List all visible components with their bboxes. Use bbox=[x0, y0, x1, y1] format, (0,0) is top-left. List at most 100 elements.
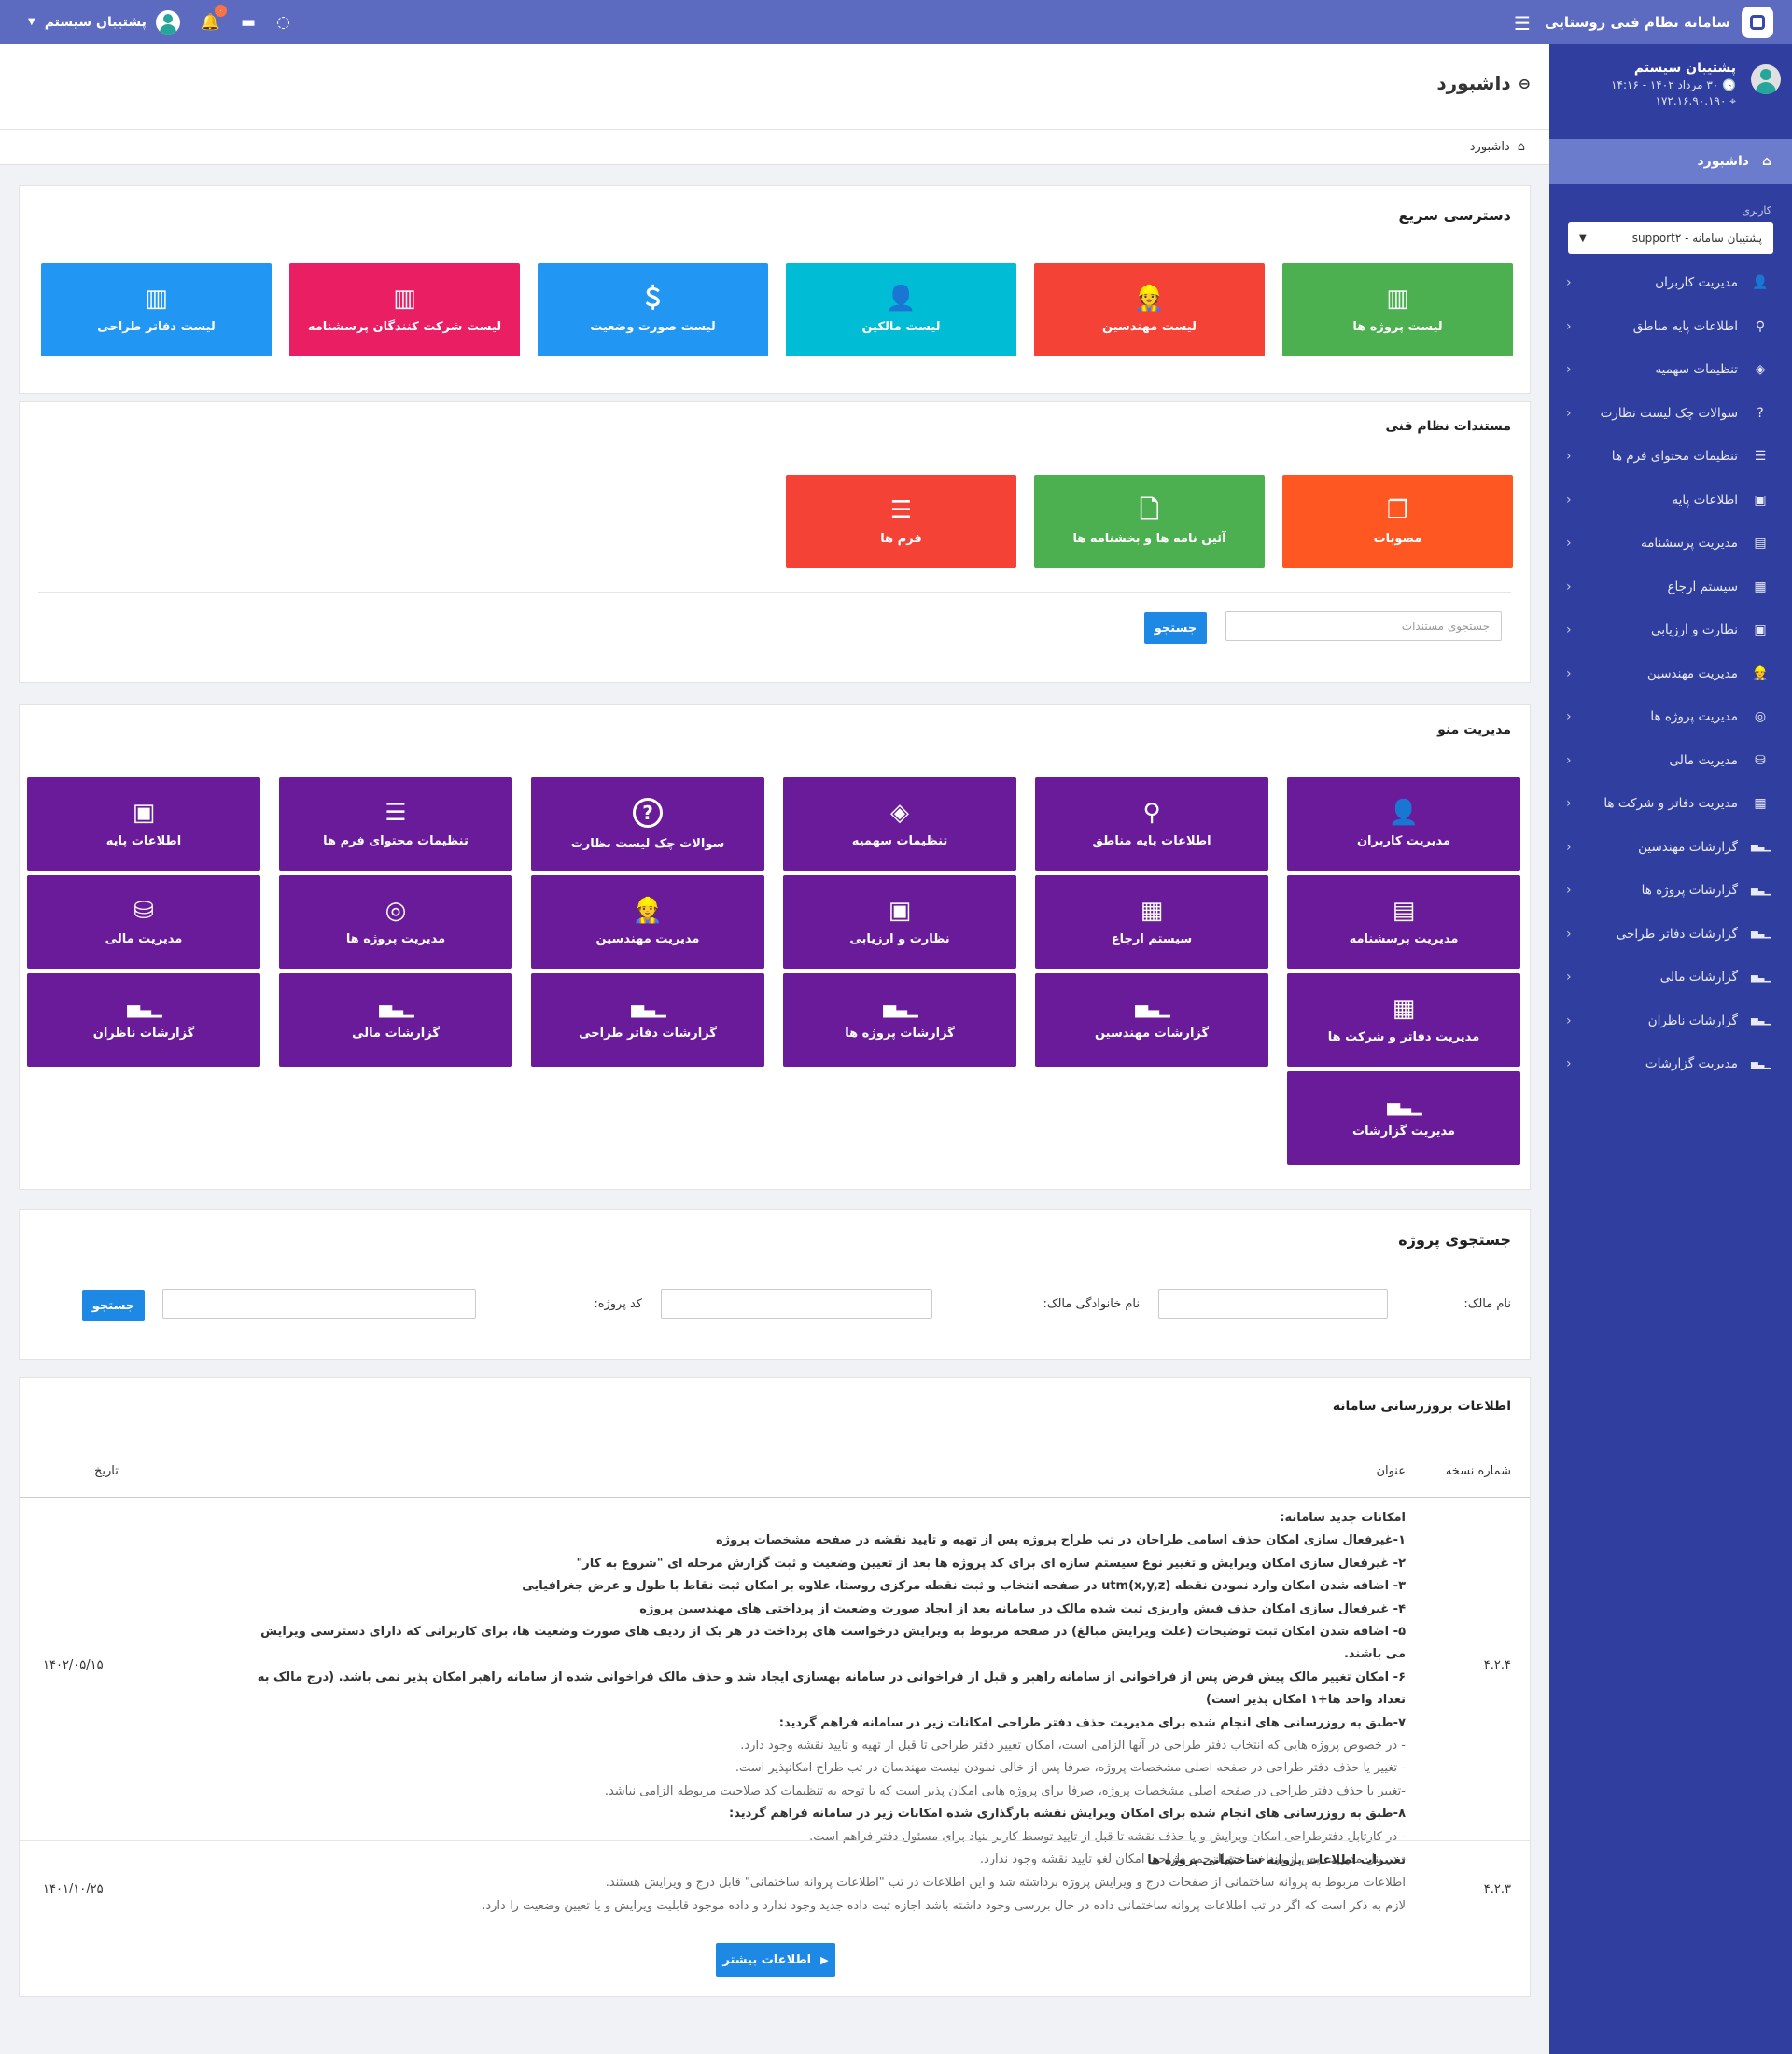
update-note-line: امکانات جدید سامانه: bbox=[1280, 1511, 1406, 1525]
sidebar-item[interactable]: ☰ تنظیمات محتوای فرم ها ‹ bbox=[1549, 435, 1792, 479]
sidebar-item[interactable]: ▁▃▅ گزارشات پروژه ها ‹ bbox=[1549, 869, 1792, 913]
user-icon: 👤 bbox=[886, 284, 917, 313]
sidebar-item[interactable]: ▣ اطلاعات پایه ‹ bbox=[1549, 479, 1792, 523]
project-code-label: کد پروژه: bbox=[594, 1297, 642, 1311]
document-tile[interactable]: ❐ مصوبات bbox=[1282, 475, 1513, 568]
sidebar-item[interactable]: ▁▃▅ گزارشات ناظران ‹ bbox=[1549, 999, 1792, 1043]
app-brand[interactable]: سامانه نظام فنی روستایی bbox=[1545, 0, 1773, 44]
dollar-icon: ＄ bbox=[640, 284, 665, 313]
menu-tile-label: مدیریت پروژه ها bbox=[345, 931, 446, 946]
breadcrumb-item[interactable]: داشبورد bbox=[1469, 140, 1510, 154]
menu-tile[interactable]: 👷 مدیریت مهندسین bbox=[531, 875, 764, 969]
back-arrow-icon[interactable]: ⊖ bbox=[1518, 74, 1531, 92]
sidebar-item[interactable]: ◈ تنظیمات سهمیه ‹ bbox=[1549, 348, 1792, 392]
quick-access-card: دسترسی سریع ▥ لیست پروژه ها 👷 لیست مهندسین 👤… bbox=[19, 185, 1531, 394]
menu-tile[interactable]: ? سوالات چک لیست نظارت bbox=[531, 777, 764, 871]
menu-tile[interactable]: ▦ مدیریت دفاتر و شرکت ها bbox=[1287, 973, 1520, 1067]
bar-chart-icon: ▁▃▅ bbox=[1750, 929, 1771, 940]
update-note-line: ۴- غیرفعال سازی امکان حذف فیش واریزی ثبت… bbox=[639, 1601, 1406, 1616]
home-icon[interactable]: ⌂ bbox=[1517, 140, 1525, 154]
owner-family-input[interactable] bbox=[661, 1289, 932, 1319]
chevron-left-icon: ‹ bbox=[1566, 622, 1572, 638]
quick-access-tile[interactable]: 👷 لیست مهندسین bbox=[1034, 263, 1265, 356]
user-tie-icon: 👤 bbox=[1388, 798, 1420, 827]
project-search-button[interactable]: جستجو bbox=[82, 1290, 145, 1321]
chevron-left-icon: ‹ bbox=[1566, 883, 1572, 899]
sidebar-item[interactable]: ▁▃▅ گزارشات مالی ‹ bbox=[1549, 956, 1792, 999]
menu-tile[interactable]: ☰ تنظیمات محتوای فرم ها bbox=[279, 777, 512, 871]
sidebar-item[interactable]: ◎ مدیریت پروژه ها ‹ bbox=[1549, 695, 1792, 739]
update-notes: تغییرات اطلاعات پروانه ساختمانی پروژه ها… bbox=[248, 1850, 1406, 1918]
quick-access-tile[interactable]: 👤 لیست مالکین bbox=[786, 263, 1016, 356]
menu-tile[interactable]: ◎ مدیریت پروژه ها bbox=[279, 875, 512, 969]
project-code-input[interactable] bbox=[162, 1289, 476, 1319]
user-select-label: کاربری bbox=[1742, 204, 1771, 217]
sidebar-item-label: گزارشات ناظران bbox=[1647, 1013, 1738, 1028]
sidebar-item[interactable]: 👷 مدیریت مهندسین ‹ bbox=[1549, 652, 1792, 696]
notifications-bell-icon[interactable]: 🔔 ۰ bbox=[201, 4, 228, 32]
user-role-select[interactable]: پشتیبان سامانه - support۲ ▼ bbox=[1568, 222, 1773, 254]
menu-tile-label: سیستم ارجاع bbox=[1111, 931, 1193, 946]
sidebar-item[interactable]: ▣ نظارت و ارزیابی ‹ bbox=[1549, 608, 1792, 652]
books-icon: ▥ bbox=[393, 284, 416, 313]
table-header-divider bbox=[20, 1497, 1530, 1498]
sidebar-item[interactable]: ? سوالات چک لیست نظارت ‹ bbox=[1549, 392, 1792, 436]
menu-tile[interactable]: ▁▃▅ گزارشات ناظران bbox=[27, 973, 260, 1067]
sidebar-item[interactable]: ▦ سیستم ارجاع ‹ bbox=[1549, 566, 1792, 609]
menu-tile[interactable]: ⚲ اطلاعات پایه مناطق bbox=[1035, 777, 1268, 871]
location-icon: ⚲ bbox=[1755, 318, 1766, 334]
menu-tile-label: گزارشات پروژه ها bbox=[845, 1026, 955, 1041]
sidebar-item[interactable]: ▤ مدیریت پرسشنامه ‹ bbox=[1549, 522, 1792, 566]
menu-tile-label: مدیریت مهندسین bbox=[595, 931, 700, 946]
question-icon: ? bbox=[633, 797, 663, 828]
menu-tile[interactable]: ▁▃▅ مدیریت گزارشات bbox=[1287, 1071, 1520, 1165]
menu-tile[interactable]: ▁▃▅ گزارشات پروژه ها bbox=[783, 973, 1016, 1067]
menu-tile[interactable]: ▦ سیستم ارجاع bbox=[1035, 875, 1268, 969]
more-info-button[interactable]: ▶ اطلاعات بیشتر bbox=[716, 1943, 835, 1977]
menu-tile[interactable]: ▣ اطلاعات پایه bbox=[27, 777, 260, 871]
quick-access-tile[interactable]: ▥ لیست پروژه ها bbox=[1282, 263, 1513, 356]
documents-search-input[interactable]: جستجوی مستندات bbox=[1225, 611, 1502, 641]
menu-tile[interactable]: ◈ تنظیمات سهمیه bbox=[783, 777, 1016, 871]
menu-tile[interactable]: 👤 مدیریت کاربران bbox=[1287, 777, 1520, 871]
quick-access-tile[interactable]: ▥ لیست شرکت کنندگان پرسشنامه bbox=[289, 263, 520, 356]
menu-tile[interactable]: ▁▃▅ گزارشات مهندسین bbox=[1035, 973, 1268, 1067]
bar-chart-icon: ▁▃▅ bbox=[1750, 971, 1771, 983]
sidebar-item-label: اطلاعات پایه مناطق bbox=[1632, 318, 1738, 334]
quick-access-tile[interactable]: ▥ لیست دفاتر طراحی bbox=[41, 263, 272, 356]
sidebar-item[interactable]: ⛁ مدیریت مالی ‹ bbox=[1549, 739, 1792, 783]
more-info-label: اطلاعات بیشتر bbox=[722, 1952, 812, 1967]
id-card-icon: ▣ bbox=[1754, 622, 1767, 638]
sidebar-item[interactable]: ⚲ اطلاعات پایه مناطق ‹ bbox=[1549, 305, 1792, 349]
building-icon: ▦ bbox=[1392, 994, 1416, 1023]
menu-tile[interactable]: ▁▃▅ گزارشات دفاتر طراحی bbox=[531, 973, 764, 1067]
document-tile[interactable]: 🗋 آئین نامه ها و بخشنامه ها bbox=[1034, 475, 1265, 568]
menu-tile-label: گزارشات مهندسین bbox=[1094, 1026, 1210, 1041]
menu-tile[interactable]: ▁▃▅ گزارشات مالی bbox=[279, 973, 512, 1067]
hamburger-menu-icon[interactable]: ☰ bbox=[1514, 12, 1531, 35]
owner-name-input[interactable] bbox=[1158, 1289, 1388, 1319]
date-cell: ۱۴۰۱/۱۰/۲۵ bbox=[43, 1882, 104, 1896]
divider bbox=[38, 592, 1511, 593]
quick-access-tile[interactable]: ＄ لیست صورت وضعیت bbox=[538, 263, 768, 356]
documents-search-button[interactable]: جستجو bbox=[1144, 612, 1207, 644]
quick-access-tile-label: لیست مهندسین bbox=[1102, 319, 1197, 334]
document-tile[interactable]: ☰ فرم ها bbox=[786, 475, 1016, 568]
user-menu[interactable]: ▼ پشتیبان سیستم bbox=[28, 9, 180, 35]
chat-icon[interactable]: ◌ bbox=[276, 12, 290, 32]
sidebar-item[interactable]: ▁▃▅ مدیریت گزارشات ‹ bbox=[1549, 1042, 1792, 1086]
sidebar-item[interactable]: 👤 مدیریت کاربران ‹ bbox=[1549, 261, 1792, 305]
sidebar-item-dashboard[interactable]: ⌂ داشبورد bbox=[1549, 139, 1792, 184]
sidebar-item[interactable]: ▦ مدیریت دفاتر و شرکت ها ‹ bbox=[1549, 782, 1792, 826]
owner-family-label: نام خانوادگی مالک: bbox=[1043, 1297, 1140, 1311]
money-icon: ⛁ bbox=[1755, 752, 1766, 768]
sidebar-item-label: مدیریت دفاتر و شرکت ها bbox=[1603, 796, 1738, 812]
messages-icon[interactable]: ▬ bbox=[241, 12, 257, 32]
sidebar-item[interactable]: ▁▃▅ گزارشات دفاتر طراحی ‹ bbox=[1549, 913, 1792, 957]
sidebar-item[interactable]: ▁▃▅ گزارشات مهندسین ‹ bbox=[1549, 826, 1792, 870]
menu-tile[interactable]: ▤ مدیریت پرسشنامه bbox=[1287, 875, 1520, 969]
menu-tile[interactable]: ⛁ مدیریت مالی bbox=[27, 875, 260, 969]
menu-tile[interactable]: ▣ نظارت و ارزیابی bbox=[783, 875, 1016, 969]
bar-chart-icon: ▁▃▅ bbox=[1135, 998, 1170, 1018]
page-title: داشبورد bbox=[1436, 72, 1511, 94]
